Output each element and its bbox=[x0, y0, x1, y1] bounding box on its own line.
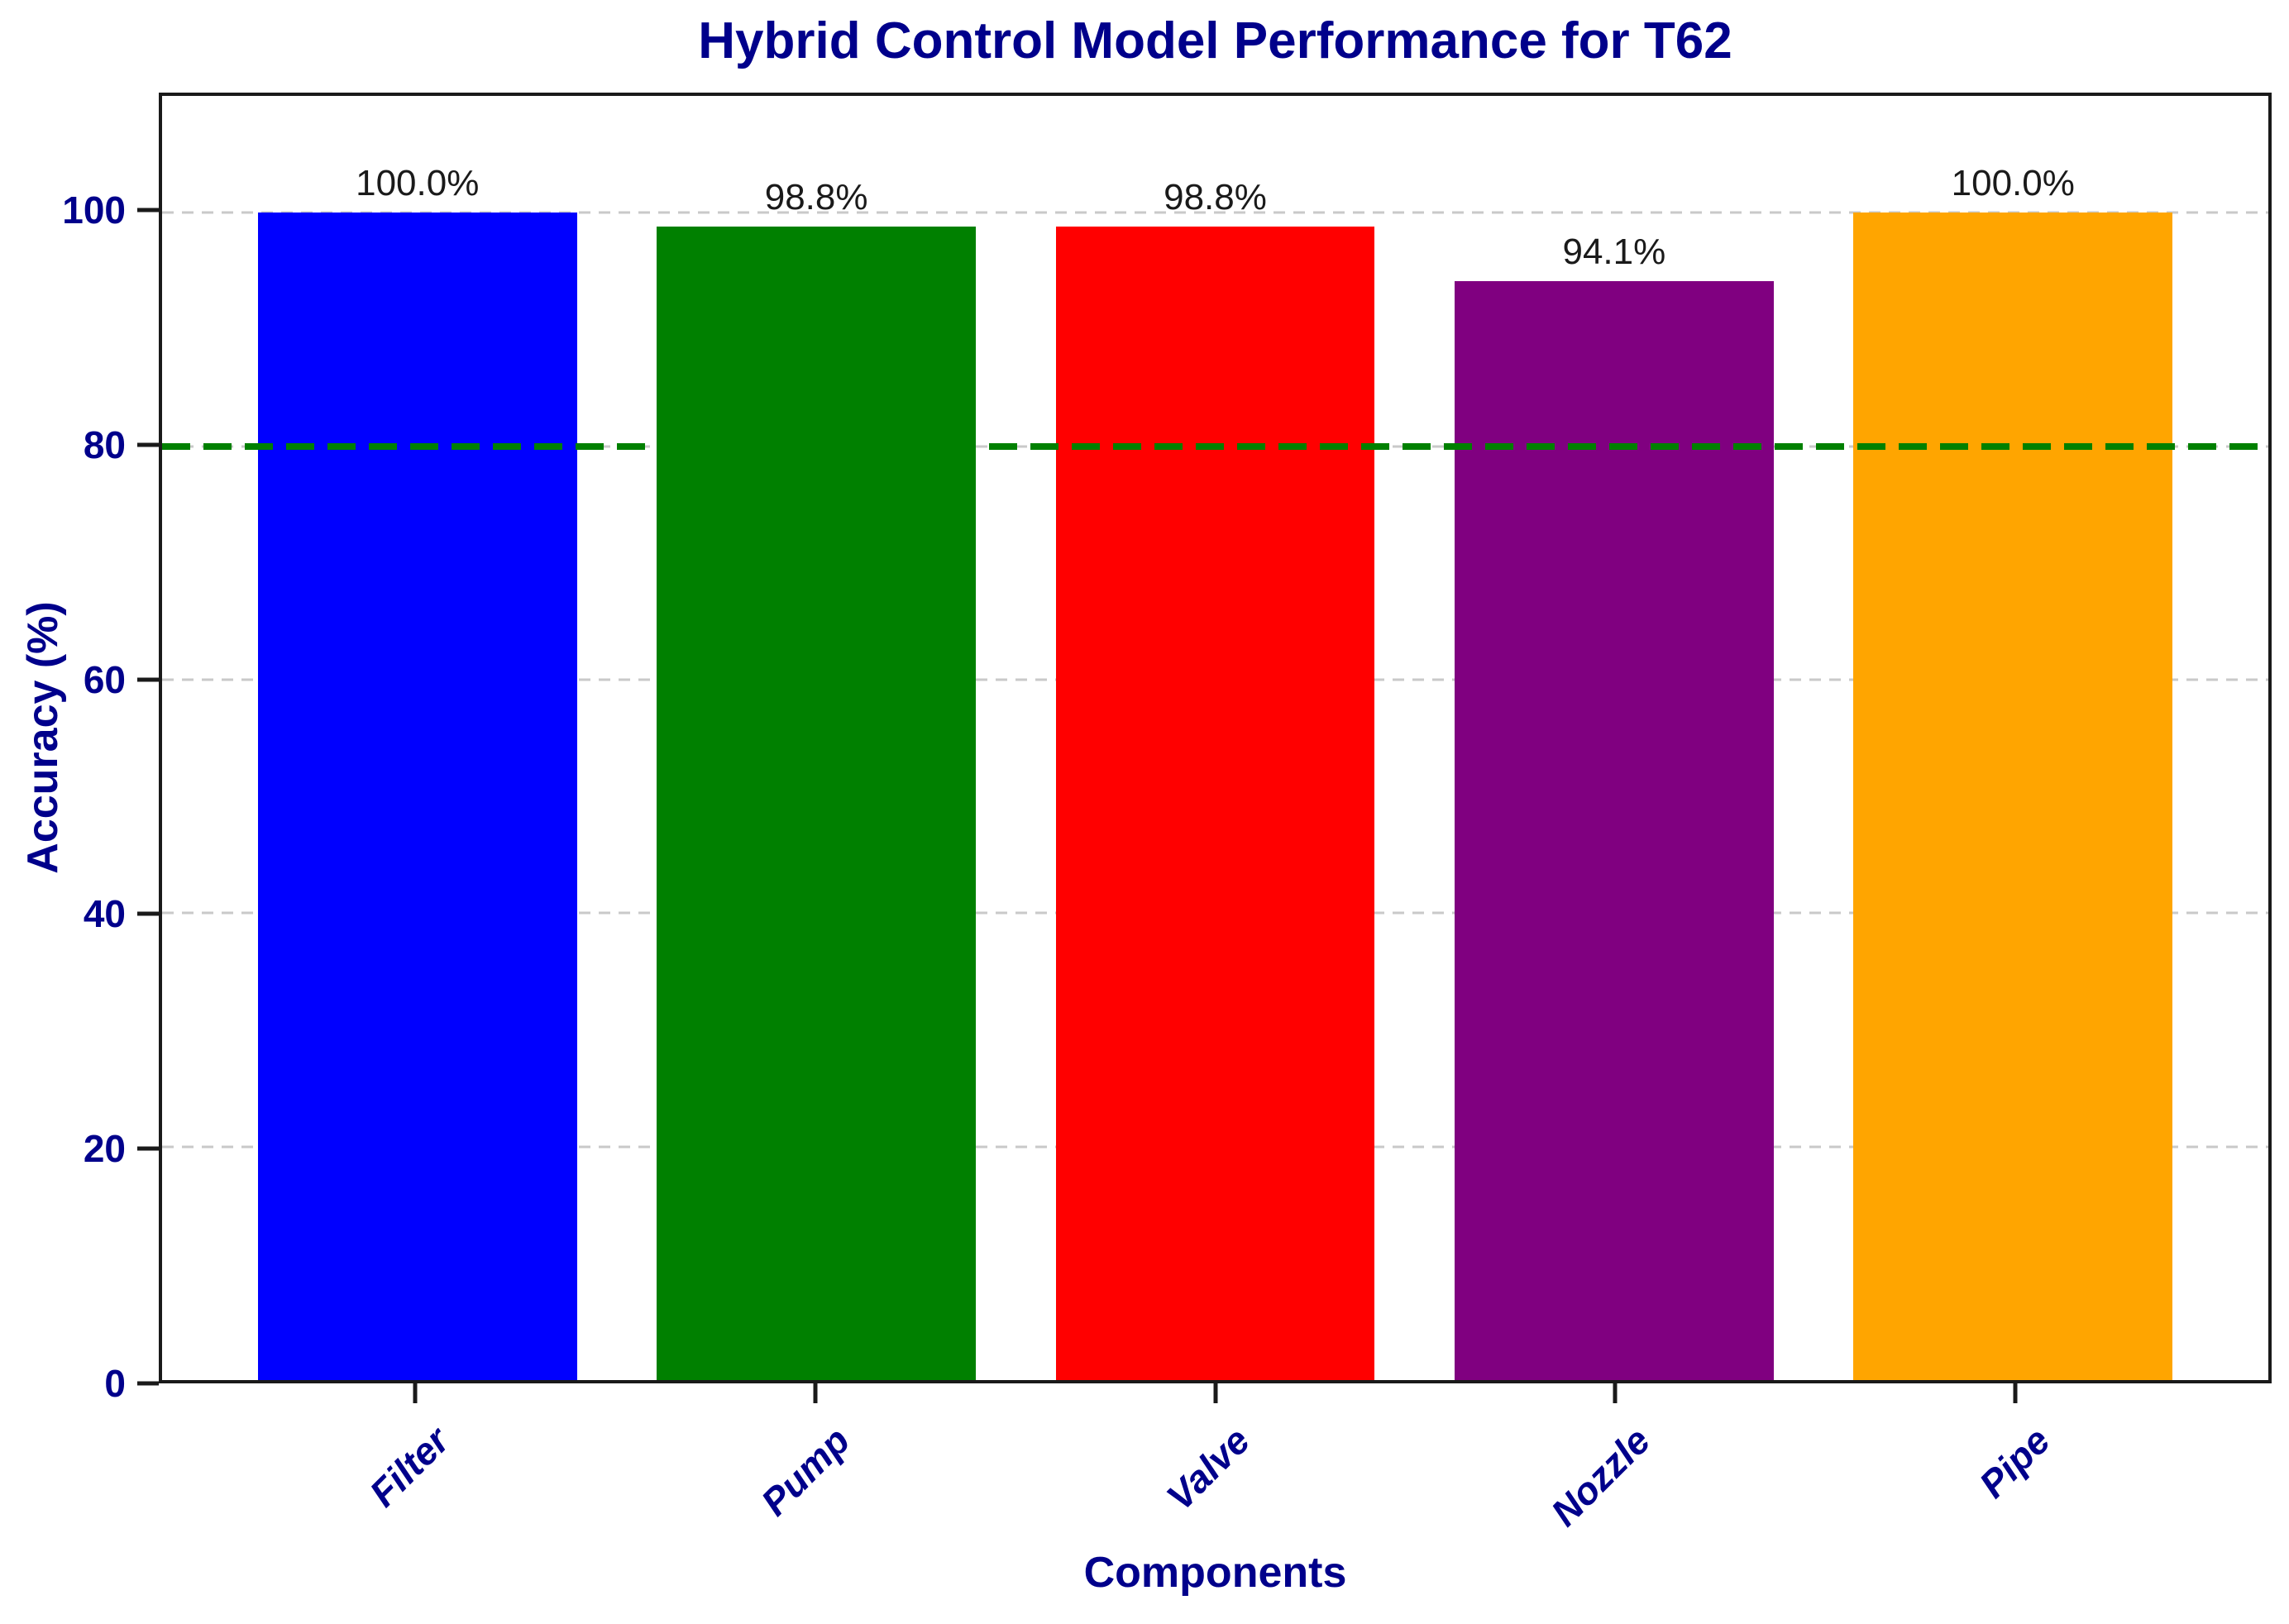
x-tick-label-pipe: Pipe bbox=[1971, 1418, 2058, 1507]
bar-value-label-valve: 98.8% bbox=[1164, 177, 1267, 218]
y-tick-label-100: 100 bbox=[62, 188, 126, 232]
y-tick-label-60: 60 bbox=[83, 657, 126, 701]
y-tick-label-40: 40 bbox=[83, 892, 126, 936]
bar-value-label-pump: 98.8% bbox=[764, 177, 868, 218]
bar-filter bbox=[257, 213, 577, 1380]
y-tick-mark-0 bbox=[137, 1381, 159, 1386]
x-tick-mark-valve bbox=[1213, 1383, 1217, 1403]
bar-value-label-pipe: 100.0% bbox=[1951, 163, 2075, 204]
chart-title: Hybrid Control Model Performance for T62 bbox=[698, 12, 1732, 69]
bar-pipe bbox=[1853, 213, 2173, 1380]
y-axis-title: Accuracy (%) bbox=[19, 601, 67, 874]
plot-area: 100.0% 98.8% 98.8% 94.1% 100.0% bbox=[159, 93, 2272, 1383]
x-tick-label-nozzle: Nozzle bbox=[1542, 1418, 1658, 1535]
y-tick-mark-60 bbox=[137, 677, 159, 682]
y-tick-label-80: 80 bbox=[83, 423, 126, 466]
y-tick-mark-100 bbox=[137, 208, 159, 213]
x-axis-title: Components bbox=[1083, 1549, 1347, 1597]
threshold-line-80 bbox=[162, 442, 2268, 450]
y-tick-label-0: 0 bbox=[104, 1362, 126, 1405]
x-tick-mark-pump bbox=[813, 1383, 818, 1403]
bar-value-label-nozzle: 94.1% bbox=[1562, 232, 1666, 273]
bar-nozzle bbox=[1454, 281, 1774, 1380]
x-tick-mark-nozzle bbox=[1613, 1383, 1618, 1403]
gridline-y100 bbox=[162, 211, 2268, 214]
y-tick-mark-20 bbox=[137, 1146, 159, 1151]
x-tick-label-filter: Filter bbox=[361, 1418, 458, 1516]
y-tick-mark-80 bbox=[137, 442, 159, 447]
x-tick-label-valve: Valve bbox=[1158, 1418, 1258, 1519]
x-tick-label-pump: Pump bbox=[752, 1418, 858, 1524]
bar-value-label-filter: 100.0% bbox=[356, 163, 480, 204]
bar-valve bbox=[1055, 227, 1375, 1380]
y-tick-mark-40 bbox=[137, 911, 159, 916]
bar-pump bbox=[657, 227, 977, 1380]
x-tick-mark-filter bbox=[413, 1383, 418, 1403]
x-tick-mark-pipe bbox=[2013, 1383, 2018, 1403]
y-tick-label-20: 20 bbox=[83, 1127, 126, 1171]
